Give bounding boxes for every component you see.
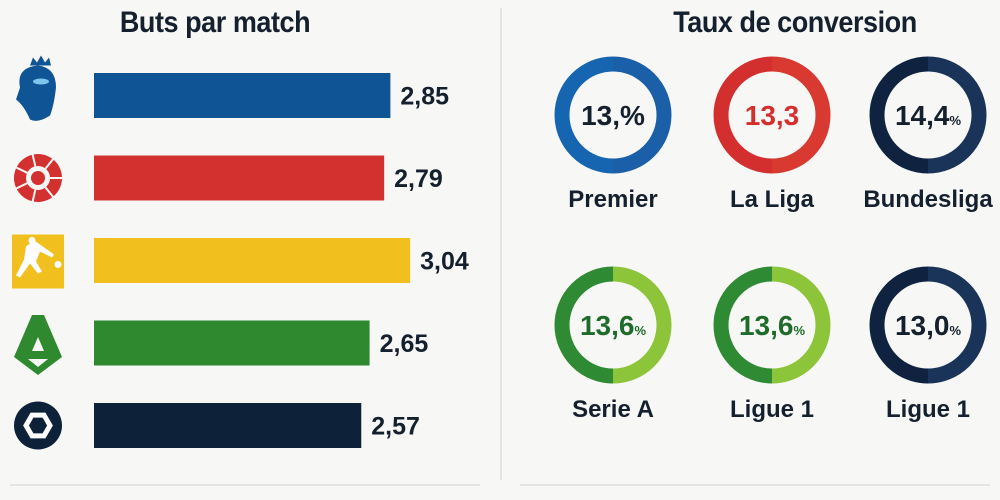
lower-triangle xyxy=(28,359,48,367)
ring-value: 13,6% xyxy=(739,310,806,341)
bundesliga-player-logo-icon xyxy=(12,234,64,289)
ring-value: 13,% xyxy=(581,100,645,131)
bar-2 xyxy=(94,155,385,201)
conversion-ring: 13,0% Ligue 1 xyxy=(869,266,987,423)
ring-arc-right xyxy=(927,56,987,174)
ring-value-number: 13,6 xyxy=(739,310,794,341)
ring-arc-right xyxy=(612,266,672,384)
bar-3 xyxy=(94,238,411,283)
ring-league-label: Ligue 1 xyxy=(730,396,814,423)
bar-value-label: 3,04 xyxy=(420,248,469,276)
ring-arc-right xyxy=(771,56,831,174)
ring-value-percent: % xyxy=(634,323,646,338)
bar-4 xyxy=(94,320,370,366)
ring-league-label: Serie A xyxy=(572,396,654,423)
conversion-ring: 13,6% Serie A xyxy=(554,266,672,423)
crown-shape xyxy=(30,55,51,66)
lion-head-shape xyxy=(16,65,56,121)
ring-value-number: 13,0 xyxy=(895,310,950,341)
bar-value-label: 2,57 xyxy=(371,413,420,441)
ring-league-label: Premier xyxy=(568,186,657,213)
hexagon-shape xyxy=(23,412,53,439)
bottom-divider-left xyxy=(10,484,480,486)
bar-value-label: 2,65 xyxy=(380,330,429,358)
bar-chart-title: Buts par match xyxy=(119,6,311,39)
inner-dot xyxy=(31,171,45,185)
premier-league-lion-logo-icon xyxy=(16,55,56,121)
serie-a-logo-icon xyxy=(14,315,62,375)
segment-line xyxy=(15,166,28,174)
la-liga-logo-icon xyxy=(14,153,63,203)
conversion-ring: 14,4% Bundesliga xyxy=(863,56,993,213)
bottom-divider-right xyxy=(520,484,990,486)
ring-value: 14,4% xyxy=(895,100,962,131)
conversion-ring: 13,6% Ligue 1 xyxy=(713,266,831,423)
conversion-ring: 13,% Premier xyxy=(554,56,672,213)
ligue-1-logo-icon xyxy=(14,401,62,450)
ring-value-percent: % xyxy=(949,113,961,128)
conversion-ring: 13,3 La Liga xyxy=(713,56,831,213)
ring-league-label: Ligue 1 xyxy=(886,396,970,423)
ring-value-percent: % xyxy=(949,323,961,338)
bar-5 xyxy=(94,403,362,448)
bar-value-label: 2,85 xyxy=(400,83,449,111)
ring-value-percent: % xyxy=(793,323,805,338)
vertical-divider xyxy=(500,8,502,480)
donut-chart-title: Taux de conversion xyxy=(673,6,917,39)
ring-arc-left xyxy=(554,56,614,174)
ring-arc-right xyxy=(612,56,672,174)
ring-league-label: La Liga xyxy=(730,186,815,213)
bar-value-label: 2,79 xyxy=(394,165,443,193)
inner-triangle xyxy=(32,337,44,351)
ring-value-number: 13,6 xyxy=(580,310,635,341)
segment-line xyxy=(44,157,55,170)
ring-arc-right xyxy=(927,266,987,384)
ring-value: 13,0% xyxy=(895,310,962,341)
segment-line xyxy=(44,186,55,199)
ring-value-number: 13,3 xyxy=(745,100,800,131)
ring-arc-left xyxy=(554,266,614,384)
ring-arc-left xyxy=(869,56,929,174)
ring-arc-left xyxy=(713,266,773,384)
circle-bg xyxy=(14,401,62,450)
ring-value: 13,3 xyxy=(745,100,800,131)
player-silhouette xyxy=(16,240,54,278)
ring-value-number: 13,% xyxy=(581,100,645,131)
lion-eyes xyxy=(33,78,49,85)
ring-arc-left xyxy=(713,56,773,174)
ball xyxy=(54,261,62,268)
segment-line xyxy=(31,153,37,167)
player-head xyxy=(28,237,36,244)
ring-arc-left xyxy=(869,266,929,384)
segment-line xyxy=(15,182,28,190)
ring-arc-right xyxy=(771,266,831,384)
ring-league-label: Bundesliga xyxy=(863,186,993,213)
ring-value-number: 14,4 xyxy=(895,100,950,131)
bar-1 xyxy=(94,73,391,118)
ring-value: 13,6% xyxy=(580,310,647,341)
segment-line xyxy=(31,189,37,203)
